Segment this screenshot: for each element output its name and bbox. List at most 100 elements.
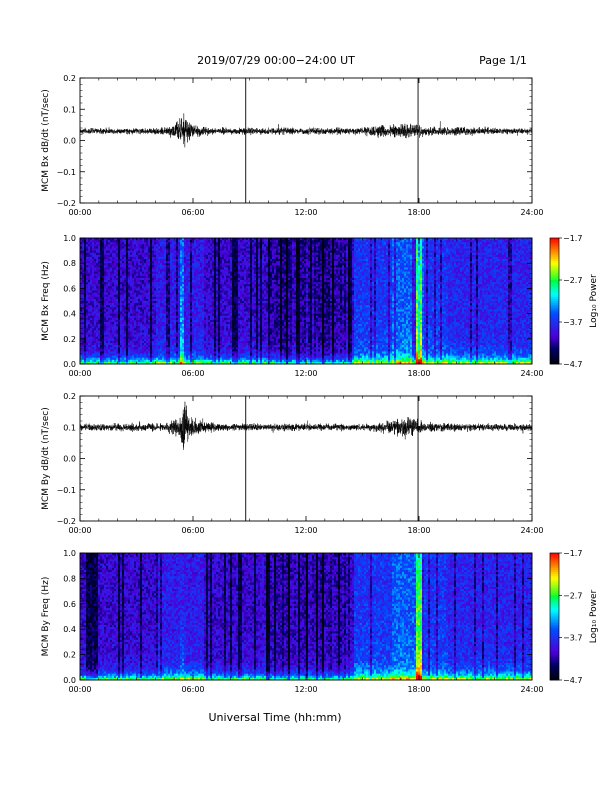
spectrogram-cell <box>178 330 180 332</box>
spectrogram-cell <box>166 261 168 263</box>
spectrogram-cell <box>120 316 122 318</box>
spectrogram-cell <box>178 244 180 246</box>
spectrogram-cell <box>236 253 238 255</box>
spectrogram-cell <box>230 333 232 335</box>
spectrogram-cell <box>224 249 226 251</box>
spectrogram-cell <box>98 333 100 335</box>
spectrogram-cell <box>88 301 90 303</box>
spectrogram-cell <box>212 312 214 314</box>
spectrogram-cell <box>188 354 190 356</box>
spectrogram-cell <box>180 257 182 259</box>
spectrogram-cell <box>192 255 194 257</box>
spectrogram-cell <box>120 278 122 280</box>
spectrogram-cell <box>240 288 242 290</box>
spectrogram-cell <box>146 343 148 345</box>
spectrogram-cell <box>204 286 206 288</box>
spectrogram-cell <box>202 255 204 257</box>
spectrogram-cell <box>112 249 114 251</box>
spectrogram-cell <box>196 270 198 272</box>
spectrogram-cell <box>138 295 140 297</box>
spectrogram-cell <box>140 299 142 301</box>
spectrogram-cell <box>174 291 176 293</box>
spectrogram-cell <box>84 291 86 293</box>
spectrogram-cell <box>178 326 180 328</box>
spectrogram-cell <box>146 255 148 257</box>
spectrogram-cell <box>82 309 84 311</box>
spectrogram-cell <box>106 343 108 345</box>
spectrogram-cell <box>134 249 136 251</box>
spectrogram-cell <box>156 288 158 290</box>
spectrogram-cell <box>202 341 204 343</box>
spectrogram-cell <box>86 320 88 322</box>
spectrogram-cell <box>128 335 130 337</box>
spectrogram-cell <box>176 246 178 248</box>
spectrogram-cell <box>168 328 170 330</box>
spectrogram-cell <box>122 242 124 244</box>
spectrogram-cell <box>194 354 196 356</box>
spectrogram-cell <box>234 288 236 290</box>
spectrogram-cell <box>104 316 106 318</box>
spectrogram-cell <box>84 347 86 349</box>
spectrogram-cell <box>156 343 158 345</box>
spectrogram-cell <box>98 301 100 303</box>
spectrogram-cell <box>214 249 216 251</box>
spectrogram-cell <box>178 259 180 261</box>
spectrogram-cell <box>90 341 92 343</box>
spectrogram-cell <box>106 356 108 358</box>
spectrogram-cell <box>144 244 146 246</box>
spectrogram-cell <box>180 320 182 322</box>
spectrogram-cell <box>220 253 222 255</box>
spectrogram-cell <box>162 328 164 330</box>
spectrogram-cell <box>126 312 128 314</box>
spectrogram-cell <box>198 284 200 286</box>
spectrogram-cell <box>128 345 130 347</box>
spectrogram-cell <box>94 267 96 269</box>
spectrogram-cell <box>102 282 104 284</box>
spectrogram-cell <box>198 330 200 332</box>
spectrogram-cell <box>86 274 88 276</box>
spectrogram-cell <box>162 303 164 305</box>
spectrogram-cell <box>240 345 242 347</box>
spectrogram-cell <box>118 272 120 274</box>
spectrogram-cell <box>92 301 94 303</box>
spectrogram-cell <box>206 301 208 303</box>
spectrogram-cell <box>136 265 138 267</box>
spectrogram-cell <box>104 293 106 295</box>
spectrogram-cell <box>210 282 212 284</box>
spectrogram-cell <box>92 345 94 347</box>
spectrogram-cell <box>144 278 146 280</box>
spectrogram-cell <box>186 356 188 358</box>
spectrogram-cell <box>192 274 194 276</box>
spectrogram-cell <box>226 320 228 322</box>
spectrogram-cell <box>194 309 196 311</box>
spectrogram-cell <box>150 265 152 267</box>
spectrogram-cell <box>112 297 114 299</box>
spectrogram-cell <box>198 341 200 343</box>
spectrogram-cell <box>216 324 218 326</box>
spectrogram-cell <box>158 286 160 288</box>
spectrogram-cell <box>100 360 102 362</box>
spectrogram-cell <box>218 295 220 297</box>
spectrogram-cell <box>134 259 136 261</box>
spectrogram-cell <box>114 326 116 328</box>
spectrogram-cell <box>146 276 148 278</box>
spectrogram-cell <box>182 324 184 326</box>
spectrogram-cell <box>112 339 114 341</box>
spectrogram-cell <box>102 345 104 347</box>
spectrogram-cell <box>136 280 138 282</box>
spectrogram-cell <box>86 345 88 347</box>
spectrogram-cell <box>120 320 122 322</box>
spectrogram-cell <box>194 339 196 341</box>
spectrogram-cell <box>178 305 180 307</box>
spectrogram-cell <box>160 316 162 318</box>
spectrogram-cell <box>122 259 124 261</box>
spectrogram-cell <box>212 301 214 303</box>
spectrogram-cell <box>144 305 146 307</box>
spectrogram-cell <box>160 297 162 299</box>
spectrogram-cell <box>100 284 102 286</box>
spectrogram-cell <box>146 347 148 349</box>
spectrogram-cell <box>118 339 120 341</box>
spectrogram-cell <box>198 358 200 360</box>
spectrogram-cell <box>168 347 170 349</box>
spectrogram-cell <box>166 343 168 345</box>
